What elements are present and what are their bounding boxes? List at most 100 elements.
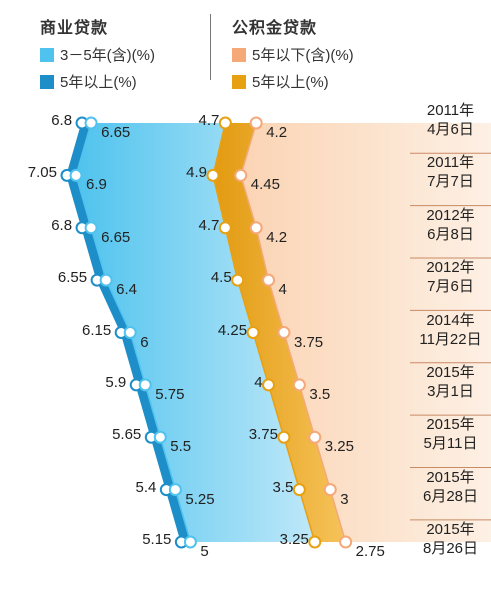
data-point [292, 483, 306, 497]
data-point [277, 326, 291, 339]
data-point [292, 378, 306, 392]
date-label-line: 2015年 [426, 363, 475, 381]
value-label: 4.25 [217, 321, 248, 339]
legend-label: 5年以上(%) [252, 74, 329, 91]
value-label: 4.7 [198, 216, 220, 234]
value-label: 3.25 [324, 438, 354, 456]
data-point [308, 535, 322, 549]
date-label: 2015年 6月28日 [410, 468, 491, 506]
value-label: 5.15 [142, 531, 172, 548]
legend-item-provident-5plus: 5年以上(%) [232, 71, 354, 92]
data-point [246, 326, 260, 339]
date-label-line: 2015年 [426, 468, 475, 486]
legend-label: 5年以下(含)(%) [252, 47, 354, 64]
value-label: 6.55 [57, 269, 88, 287]
data-point [234, 168, 248, 182]
legend-label: 5年以上(%) [60, 74, 137, 91]
data-point [84, 116, 98, 130]
date-label: 2014年 11月22日 [410, 311, 491, 349]
legend-swatch [40, 47, 54, 62]
date-label-line: 2011年 [426, 154, 475, 172]
data-point [262, 378, 276, 392]
value-label: 6.8 [51, 216, 73, 234]
legend-provident-title: 公积金贷款 [232, 20, 318, 37]
value-label: 5.25 [185, 490, 215, 508]
data-point [277, 430, 291, 444]
date-label: 2011年 4月6日 [410, 101, 491, 139]
legend-item-commercial-3-5: 3－5年(含)(%) [40, 44, 155, 65]
data-point [308, 430, 322, 444]
data-point [99, 273, 113, 287]
provident-under5-area [240, 123, 491, 542]
data-point [262, 273, 276, 287]
data-point [138, 378, 152, 392]
value-label: 5.5 [170, 438, 192, 456]
legend-item-commercial-5plus: 5年以上(%) [40, 71, 155, 92]
value-label: 4.45 [250, 176, 280, 194]
data-point [206, 168, 220, 182]
value-label: 4.7 [198, 112, 220, 129]
value-label: 4.5 [210, 269, 232, 287]
value-label: 3.5 [272, 478, 294, 496]
date-label-line: 2012年 [426, 259, 475, 277]
value-label: 5.9 [105, 373, 127, 391]
date-label-line: 11月22日 [419, 330, 482, 348]
value-label: 6.65 [101, 228, 131, 246]
data-point [218, 116, 232, 130]
value-label: 5.4 [135, 478, 157, 496]
date-label-line: 6月8日 [427, 225, 474, 243]
date-label: 2011年 7月7日 [410, 153, 491, 191]
value-label: 5.75 [155, 385, 185, 403]
date-label-line: 5月11日 [423, 435, 478, 453]
legend-commercial-title: 商业贷款 [40, 20, 109, 37]
legend-swatch [232, 47, 246, 62]
value-label: 3.75 [248, 426, 278, 444]
value-label: 4.2 [266, 124, 288, 141]
legend-swatch [232, 74, 246, 89]
date-label-line: 4月6日 [427, 121, 474, 138]
legend-item-provident-under5: 5年以下(含)(%) [232, 44, 354, 65]
date-label-line: 7月6日 [427, 278, 474, 296]
date-label-line: 8月26日 [422, 540, 479, 557]
value-label: 6 [140, 333, 149, 351]
data-point [231, 273, 245, 287]
date-label: 2015年 3月1日 [410, 363, 491, 401]
value-label: 6.65 [101, 124, 131, 141]
data-point [183, 535, 197, 549]
data-point [123, 326, 137, 339]
value-label: 4 [278, 281, 287, 299]
data-point [323, 483, 337, 497]
date-label-line: 2011年 [426, 102, 475, 119]
value-label: 4.2 [266, 228, 288, 246]
date-label: 2015年 5月11日 [410, 415, 491, 453]
data-point [339, 535, 353, 549]
value-label: 6.15 [81, 321, 112, 339]
value-label: 6.9 [86, 176, 107, 194]
legend-provident: 公积金贷款 5年以下(含)(%) 5年以上(%) [232, 14, 354, 92]
commercial-3-5-area [76, 123, 315, 542]
legend-label: 3－5年(含)(%) [60, 47, 156, 64]
data-point [153, 430, 167, 444]
value-label: 6.8 [51, 112, 73, 129]
value-label: 2.75 [355, 543, 385, 560]
value-label: 5.65 [112, 426, 142, 444]
value-label: 6.4 [116, 281, 137, 299]
value-label: 3 [340, 490, 349, 508]
date-label: 2015年 8月26日 [410, 520, 491, 558]
date-label-line: 2015年 [426, 416, 475, 434]
value-label: 3.25 [279, 531, 309, 548]
date-label-line: 2015年 [426, 521, 475, 538]
value-label: 4.9 [186, 164, 207, 182]
series-points [60, 116, 353, 549]
date-label-line: 3月1日 [427, 382, 474, 400]
data-point [249, 221, 263, 235]
legend-swatch [40, 74, 54, 89]
data-point [69, 168, 83, 182]
date-label-line: 7月7日 [427, 173, 474, 191]
date-label-line: 6月28日 [422, 487, 479, 505]
value-label: 3.75 [293, 333, 324, 351]
value-label: 7.05 [27, 164, 57, 182]
data-point [84, 221, 98, 235]
date-label: 2012年 6月8日 [410, 206, 491, 244]
